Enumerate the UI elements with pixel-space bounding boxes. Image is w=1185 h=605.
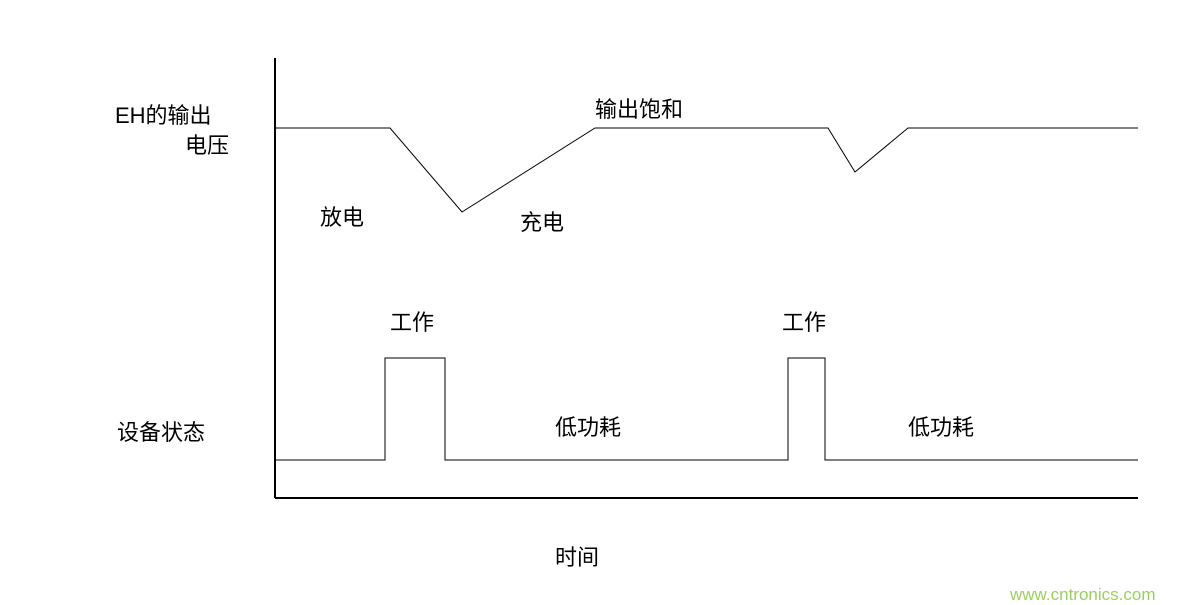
y-axis-label-line2: 电压 bbox=[185, 128, 229, 160]
y-axis-label-bottom: 设备状态 bbox=[117, 415, 205, 447]
label-output-saturation: 输出饱和 bbox=[595, 92, 683, 124]
label-charge: 充电 bbox=[520, 205, 564, 237]
label-lowpower-2: 低功耗 bbox=[908, 410, 974, 442]
device-state-curve bbox=[275, 358, 1138, 460]
label-work-1: 工作 bbox=[390, 305, 434, 337]
timing-diagram: EH的输出 电压 设备状态 时间 输出饱和 放电 充电 工作 工作 低功耗 低功… bbox=[0, 0, 1185, 595]
label-work-2: 工作 bbox=[782, 305, 826, 337]
label-lowpower-1: 低功耗 bbox=[555, 410, 621, 442]
label-discharge: 放电 bbox=[320, 200, 364, 232]
y-axis-label-line1: EH的输出 bbox=[115, 98, 212, 130]
watermark: www.cntronics.com bbox=[1010, 585, 1155, 605]
x-axis-label: 时间 bbox=[555, 540, 599, 572]
voltage-curve bbox=[275, 128, 1138, 212]
chart-svg bbox=[0, 0, 1185, 595]
